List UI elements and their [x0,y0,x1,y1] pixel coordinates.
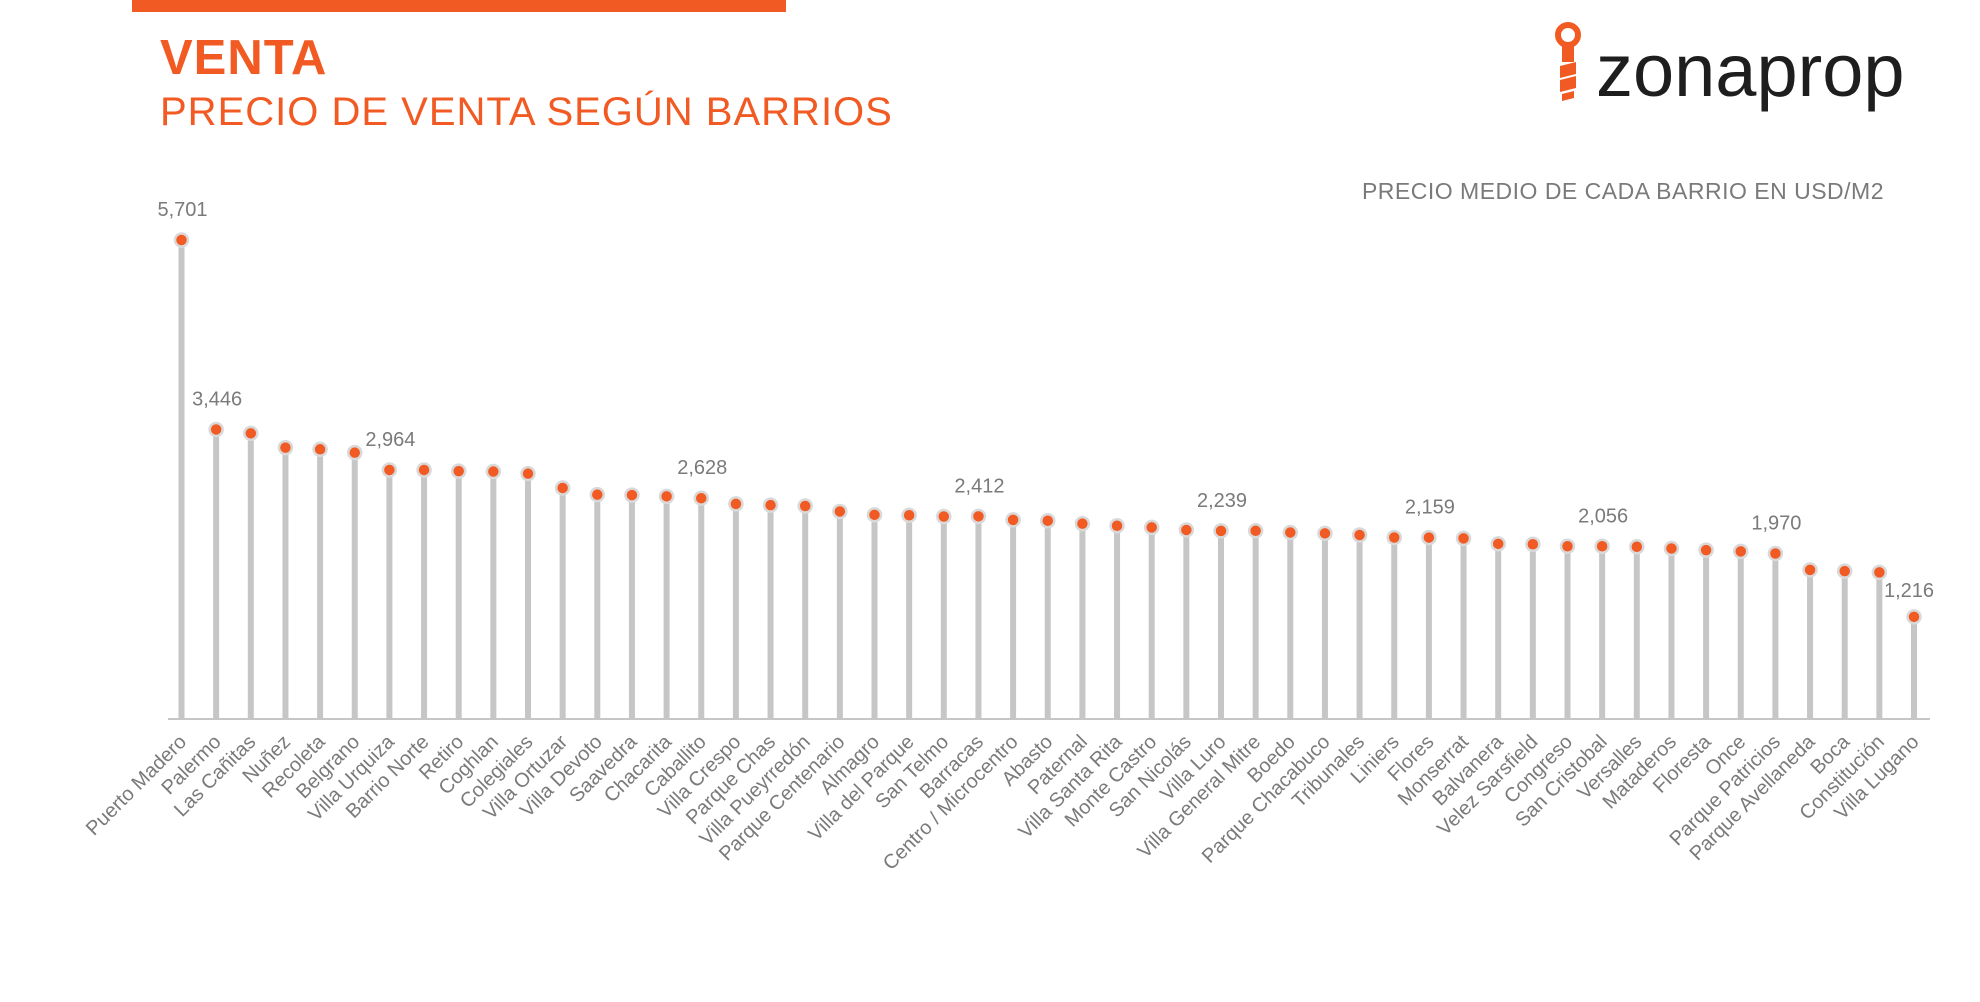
point-flores [1421,529,1437,546]
point-villa-general-mitre [1247,523,1264,539]
data-label-parque-patricios: 1,970 [1751,512,1801,534]
point-paternal [1074,515,1091,532]
point-villa-urquiza [381,462,398,478]
point-coghlan [485,463,502,480]
point-villa-santa-rita [1109,518,1125,534]
point-belgrano [347,444,363,461]
point-nunez [277,439,294,456]
point-monte-castro [1143,519,1160,536]
chart-title: PRECIO MEDIO DE CADA BARRIO EN USD/M2 [1361,178,1884,204]
key-icon [1555,22,1581,101]
point-colegiales [520,465,536,482]
point-retiro [450,463,467,479]
point-saavedra [624,487,640,503]
data-label-palermo: 3,446 [192,388,242,410]
point-chacarita [658,488,675,505]
data-label-villa-luro: 2,239 [1197,490,1247,512]
point-almagro [866,507,883,523]
point-caballito [693,490,709,506]
point-villa-pueyrredon [797,498,813,514]
point-barracas [970,508,987,525]
point-villa-devoto [589,486,606,503]
data-label-flores: 2,159 [1405,497,1455,519]
top-accent-bar [132,0,786,12]
data-label-villa-urquiza: 2,964 [365,429,415,451]
point-monserrat [1455,530,1472,547]
point-parque-centenario [832,503,848,520]
point-liniers [1386,529,1402,546]
logo-wordmark: zonaprop [1596,29,1905,112]
point-tribunales [1351,527,1368,543]
zonaprop-logo: zonaprop [1548,16,1928,116]
point-villa-lugano [1906,609,1922,625]
page-subtitle: PRECIO DE VENTA SEGÚN BARRIOS [160,90,893,134]
point-congreso [1559,538,1576,555]
point-mataderos [1663,540,1680,557]
point-recoleta [312,441,328,458]
point-abasto [1040,512,1056,529]
point-villa-luro [1213,523,1229,539]
point-villa-del-parque [901,507,917,524]
point-boedo [1282,524,1299,541]
point-barrio-norte [416,462,432,478]
page-title: VENTA [160,31,328,85]
point-las-canitas [243,425,259,442]
point-balvanera [1490,536,1506,552]
point-villa-crespo [728,496,744,512]
point-san-nicolas [1178,522,1195,538]
point-palermo [208,421,224,438]
data-label-barracas: 2,412 [954,475,1004,497]
point-san-cristobal [1594,538,1610,555]
point-san-telmo [936,508,952,525]
data-label-san-cristobal: 2,056 [1578,505,1628,527]
point-constitucion [1871,564,1888,581]
data-label-puerto-madero: 5,701 [157,199,207,221]
point-centro-microcentro [1005,512,1021,528]
data-label-villa-lugano: 1,216 [1884,580,1934,602]
data-label-caballito: 2,628 [677,457,727,479]
point-parque-avellaneda [1802,562,1818,578]
point-parque-chas [762,497,779,513]
point-once [1733,543,1749,560]
point-parque-patricios [1767,545,1784,562]
point-parque-chacabuco [1317,525,1333,542]
point-puerto-madero [173,232,190,248]
point-floresta [1698,542,1714,558]
point-velez-sarsfield [1525,536,1541,552]
point-boca [1836,563,1853,579]
point-villa-ortuzar [554,480,571,496]
point-versalles [1629,539,1645,555]
